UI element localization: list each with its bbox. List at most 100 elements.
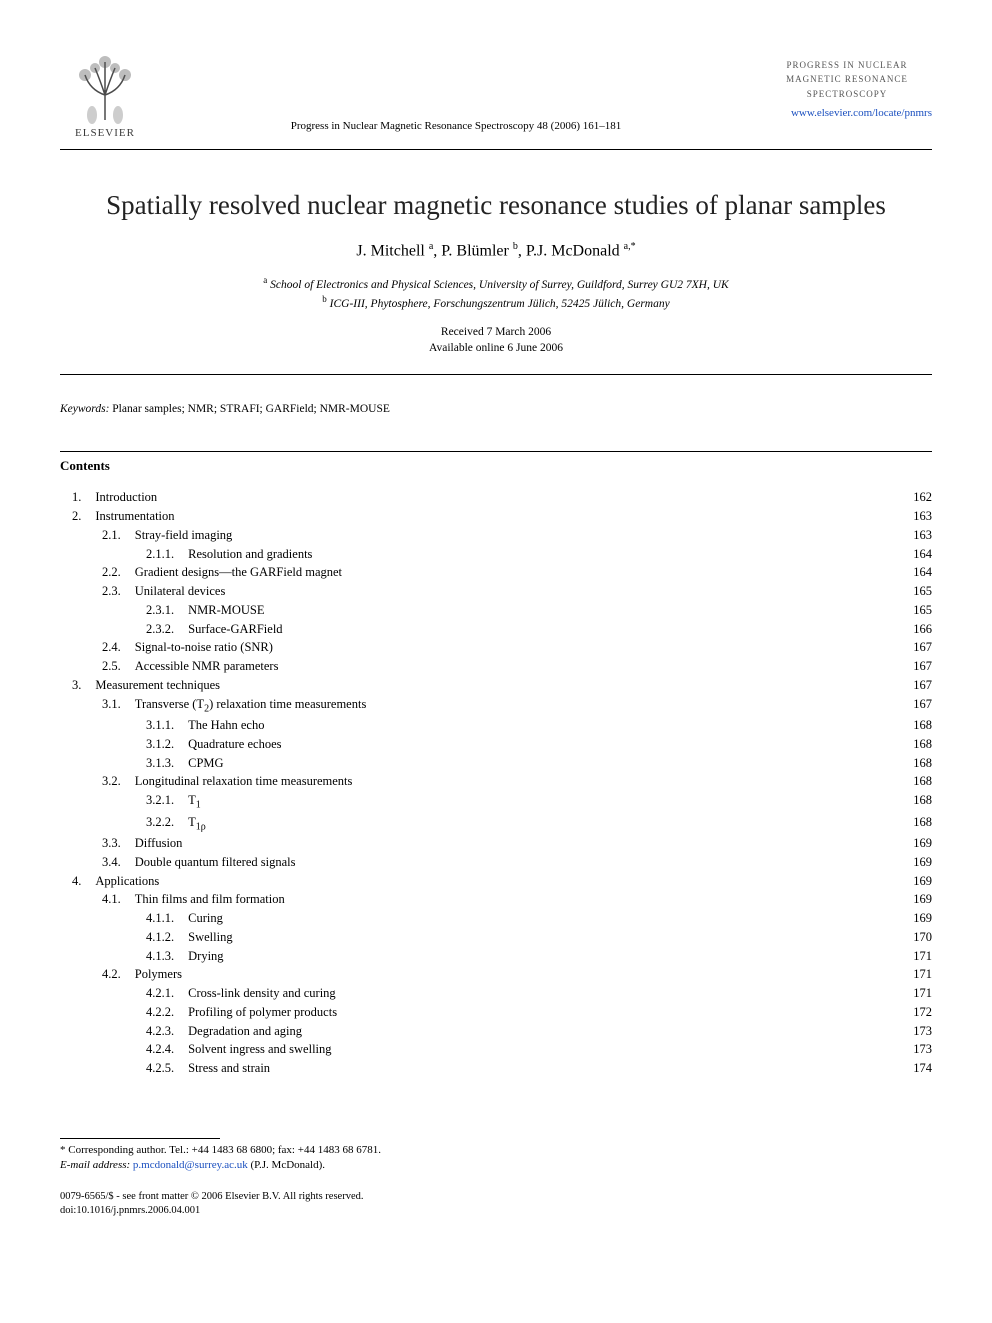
toc-number: 4.2.4. xyxy=(146,1040,188,1059)
toc-number: 3.4. xyxy=(102,853,135,872)
toc-title: Instrumentation xyxy=(95,507,174,526)
toc-page: 171 xyxy=(902,965,932,984)
toc-page: 172 xyxy=(902,1003,932,1022)
toc-number: 3.1.3. xyxy=(146,754,188,773)
toc-page: 165 xyxy=(902,582,932,601)
toc-page: 169 xyxy=(902,853,932,872)
toc-title: Diffusion xyxy=(135,834,183,853)
toc-number: 2. xyxy=(72,507,95,526)
journal-title-block: PROGRESS IN NUCLEAR MAGNETIC RESONANCE S… xyxy=(762,50,932,119)
toc-page: 168 xyxy=(902,813,932,832)
toc-page: 167 xyxy=(902,695,932,714)
toc-number: 2.3.1. xyxy=(146,601,188,620)
keywords-text: Planar samples; NMR; STRAFI; GARField; N… xyxy=(112,403,390,415)
affiliations: a School of Electronics and Physical Sci… xyxy=(60,274,932,312)
toc-title: Profiling of polymer products xyxy=(188,1003,337,1022)
toc-entry: 3.2.1.T1168 xyxy=(60,791,932,813)
toc-page: 168 xyxy=(902,754,932,773)
toc-number: 1. xyxy=(72,488,95,507)
toc-title: Thin films and film formation xyxy=(135,890,285,909)
toc-number: 3.2.1. xyxy=(146,791,188,810)
toc-page: 166 xyxy=(902,620,932,639)
affiliation-line: a School of Electronics and Physical Sci… xyxy=(60,274,932,293)
toc-title: Longitudinal relaxation time measurement… xyxy=(135,772,353,791)
toc-page: 167 xyxy=(902,676,932,695)
toc-number: 4.2.3. xyxy=(146,1022,188,1041)
toc-title: NMR-MOUSE xyxy=(188,601,264,620)
toc-entry: 4.2.2.Profiling of polymer products172 xyxy=(60,1003,932,1022)
journal-url-link[interactable]: www.elsevier.com/locate/pnmrs xyxy=(791,107,932,119)
available-date: Available online 6 June 2006 xyxy=(60,340,932,356)
toc-page: 167 xyxy=(902,657,932,676)
header-rule xyxy=(60,149,932,150)
toc-title: Measurement techniques xyxy=(95,676,220,695)
toc-entry: 2.3.1.NMR-MOUSE 165 xyxy=(60,601,932,620)
toc-page: 173 xyxy=(902,1040,932,1059)
toc-entry: 2.3.Unilateral devices 165 xyxy=(60,582,932,601)
toc-title: Double quantum filtered signals xyxy=(135,853,296,872)
toc-entry: 4.1.1.Curing169 xyxy=(60,909,932,928)
toc-title: Polymers xyxy=(135,965,182,984)
toc-title: Drying xyxy=(188,947,223,966)
toc-number: 4.1.1. xyxy=(146,909,188,928)
toc-number: 2.4. xyxy=(102,638,135,657)
page-header: ELSEVIER Progress in Nuclear Magnetic Re… xyxy=(60,50,932,139)
toc-entry: 4.2.Polymers 171 xyxy=(60,965,932,984)
email-suffix: (P.J. McDonald). xyxy=(250,1159,325,1171)
keywords-label: Keywords: xyxy=(60,403,109,415)
toc-page: 167 xyxy=(902,638,932,657)
article-title: Spatially resolved nuclear magnetic reso… xyxy=(60,190,932,221)
toc-entry: 2.2.Gradient designs—the GARField magnet… xyxy=(60,563,932,582)
toc-title: Quadrature echoes xyxy=(188,735,281,754)
toc-entry: 3.2.Longitudinal relaxation time measure… xyxy=(60,772,932,791)
toc-entry: 3.1.2.Quadrature echoes168 xyxy=(60,735,932,754)
toc-number: 3.2. xyxy=(102,772,135,791)
affiliation-line: b ICG-III, Phytosphere, Forschungszentru… xyxy=(60,293,932,312)
toc-entry: 2.4.Signal-to-noise ratio (SNR)167 xyxy=(60,638,932,657)
journal-title-line: SPECTROSCOPY xyxy=(762,87,932,101)
email-label: E-mail address: xyxy=(60,1159,130,1171)
toc-number: 3.1.1. xyxy=(146,716,188,735)
email-link[interactable]: p.mcdonald@surrey.ac.uk xyxy=(133,1159,248,1171)
toc-number: 3.3. xyxy=(102,834,135,853)
toc-entry: 2.3.2.Surface-GARField166 xyxy=(60,620,932,639)
toc-page: 164 xyxy=(902,563,932,582)
toc-page: 168 xyxy=(902,716,932,735)
toc-number: 3.1.2. xyxy=(146,735,188,754)
article-dates: Received 7 March 2006 Available online 6… xyxy=(60,324,932,356)
publisher-name: ELSEVIER xyxy=(75,127,135,139)
toc-number: 2.3. xyxy=(102,582,135,601)
toc-title: Solvent ingress and swelling xyxy=(188,1040,331,1059)
journal-reference: Progress in Nuclear Magnetic Resonance S… xyxy=(150,50,762,132)
toc-title: Unilateral devices xyxy=(135,582,226,601)
toc-number: 3. xyxy=(72,676,95,695)
toc-number: 2.1. xyxy=(102,526,135,545)
toc-entry: 4.2.4.Solvent ingress and swelling 173 xyxy=(60,1040,932,1059)
journal-link-row: www.elsevier.com/locate/pnmrs xyxy=(762,107,932,119)
toc-title: Resolution and gradients xyxy=(188,545,312,564)
toc-number: 3.1. xyxy=(102,695,135,714)
toc-page: 173 xyxy=(902,1022,932,1041)
footnote-separator xyxy=(60,1138,220,1139)
toc-title: Applications xyxy=(95,872,159,891)
toc-page: 165 xyxy=(902,601,932,620)
keywords-line: Keywords: Planar samples; NMR; STRAFI; G… xyxy=(60,403,932,415)
copyright-line: 0079-6565/$ - see front matter © 2006 El… xyxy=(60,1190,932,1205)
toc-title: Degradation and aging xyxy=(188,1022,302,1041)
publisher-logo-block: ELSEVIER xyxy=(60,50,150,139)
toc-number: 4.2. xyxy=(102,965,135,984)
toc-number: 2.1.1. xyxy=(146,545,188,564)
toc-entry: 3.1.3.CPMG 168 xyxy=(60,754,932,773)
email-line: E-mail address: p.mcdonald@surrey.ac.uk … xyxy=(60,1158,932,1173)
toc-entry: 3.4.Double quantum filtered signals 169 xyxy=(60,853,932,872)
toc-page: 171 xyxy=(902,947,932,966)
toc-number: 3.2.2. xyxy=(146,813,188,832)
toc-number: 4.1.3. xyxy=(146,947,188,966)
toc-entry: 4.1.3.Drying 171 xyxy=(60,947,932,966)
toc-title: CPMG xyxy=(188,754,223,773)
toc-number: 4.2.5. xyxy=(146,1059,188,1078)
toc-number: 2.3.2. xyxy=(146,620,188,639)
received-date: Received 7 March 2006 xyxy=(60,324,932,340)
toc-number: 4.1. xyxy=(102,890,135,909)
toc-number: 2.5. xyxy=(102,657,135,676)
